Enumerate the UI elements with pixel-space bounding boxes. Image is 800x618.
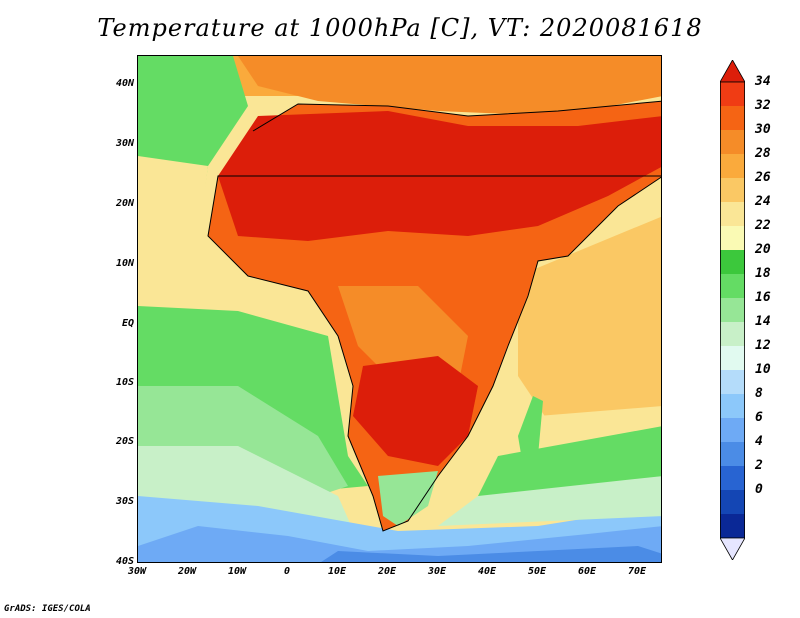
colorbar-swatch xyxy=(720,178,745,203)
colorbar-label: 30 xyxy=(755,122,771,137)
temperature-map xyxy=(137,55,662,563)
atlantic-mild-zone xyxy=(138,156,228,316)
colorbar-label: 10 xyxy=(755,362,771,377)
colorbar-swatch xyxy=(720,274,745,299)
colorbar-swatch xyxy=(720,298,745,323)
indian-ocean-warm xyxy=(518,216,661,436)
lat-label: EQ xyxy=(121,318,134,329)
colorbar-swatch xyxy=(720,514,745,539)
colorbar-swatch xyxy=(720,418,745,443)
colorbar-swatch xyxy=(720,370,745,395)
colorbar-label: 2 xyxy=(755,458,763,473)
colorbar-label: 14 xyxy=(755,314,771,329)
lon-label: 20W xyxy=(177,566,197,577)
lon-label: 10W xyxy=(227,566,247,577)
southern-africa-hot xyxy=(353,356,478,466)
colorbar-swatch xyxy=(720,466,745,491)
colorbar-label: 22 xyxy=(755,218,771,233)
lat-label: 20S xyxy=(115,436,134,447)
colorbar-label: 16 xyxy=(755,290,771,305)
lon-label: 70E xyxy=(627,566,647,577)
colorbar-label: 0 xyxy=(755,482,763,497)
colorbar-swatch xyxy=(720,130,745,155)
colorbar-label: 12 xyxy=(755,338,771,353)
lon-label: 0 xyxy=(283,566,291,577)
lat-label: 20N xyxy=(115,198,134,209)
southern-ocean-deepest xyxy=(321,546,661,562)
colorbar-label: 4 xyxy=(755,434,763,449)
colorbar-label: 8 xyxy=(755,386,763,401)
lat-label: 30S xyxy=(115,496,134,507)
lat-label: 10S xyxy=(115,377,134,388)
colorbar-swatch xyxy=(720,250,745,275)
lat-label: 40N xyxy=(115,78,134,89)
south-africa-cool xyxy=(378,471,438,526)
lon-label: 40E xyxy=(477,566,497,577)
colorbar-swatch xyxy=(720,202,745,227)
colorbar-swatch xyxy=(720,346,745,371)
colorbar-label: 6 xyxy=(755,410,763,425)
madagascar xyxy=(518,396,543,466)
colorbar-swatch xyxy=(720,394,745,419)
colorbar-label: 24 xyxy=(755,194,771,209)
europe-warm xyxy=(238,56,661,116)
colorbar-label: 32 xyxy=(755,98,771,113)
colorbar-top-arrow xyxy=(720,60,745,83)
lon-label: 30W xyxy=(127,566,147,577)
lon-label: 60E xyxy=(577,566,597,577)
indian-ocean-light xyxy=(438,476,661,526)
lon-label: 30E xyxy=(427,566,447,577)
colorbar-swatch xyxy=(720,442,745,467)
plot-title: Temperature at 1000hPa [C], VT: 20200816… xyxy=(97,14,703,42)
lat-label: 10N xyxy=(115,258,134,269)
credit-text: GrADS: IGES/COLA xyxy=(4,604,91,614)
colorbar-swatch xyxy=(720,82,745,107)
colorbar-label: 18 xyxy=(755,266,771,281)
colorbar xyxy=(720,60,745,560)
colorbar-swatch xyxy=(720,106,745,131)
lon-label: 20E xyxy=(377,566,397,577)
lat-label: 30N xyxy=(115,138,134,149)
colorbar-label: 20 xyxy=(755,242,771,257)
colorbar-label: 28 xyxy=(755,146,771,161)
colorbar-bottom-arrow xyxy=(720,537,745,560)
colorbar-label: 26 xyxy=(755,170,771,185)
colorbar-swatch xyxy=(720,226,745,251)
lat-label: 40S xyxy=(115,556,134,567)
africa-coastline xyxy=(207,100,661,532)
colorbar-swatch xyxy=(720,154,745,179)
colorbar-label: 34 xyxy=(755,74,771,89)
colorbar-swatch xyxy=(720,322,745,347)
lon-label: 50E xyxy=(527,566,547,577)
colorbar-swatch xyxy=(720,490,745,515)
lon-label: 10E xyxy=(327,566,347,577)
